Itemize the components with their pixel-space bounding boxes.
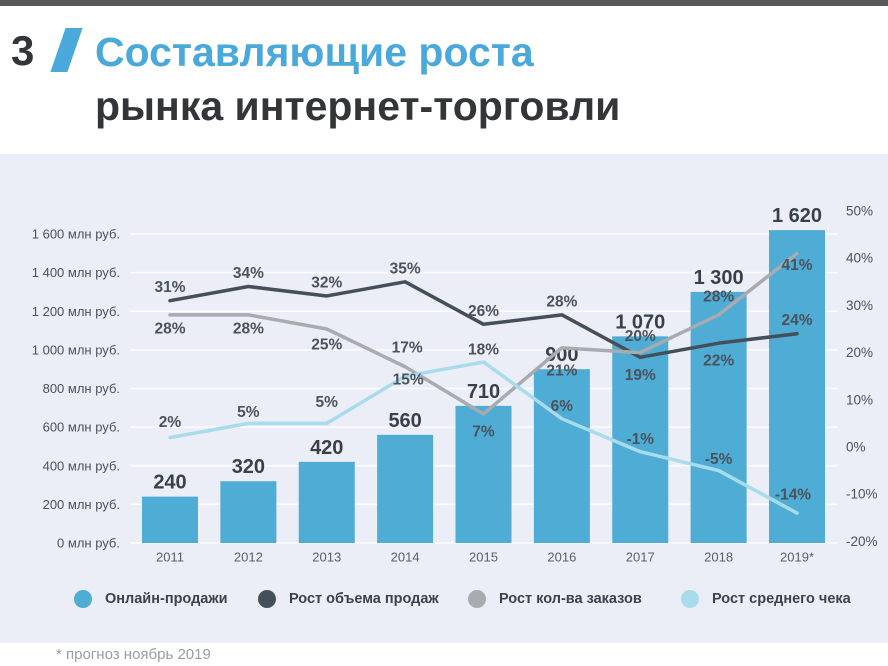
point-label-orders-count-growth: 7% (472, 423, 495, 440)
point-label-avg-check-growth: 5% (316, 394, 339, 411)
y-axis-label: 1 000 млн руб. (32, 342, 120, 357)
slide-number: 3 (11, 27, 35, 74)
point-label-avg-check-growth: -1% (626, 431, 654, 448)
legend-dot-orders-count-growth (468, 589, 486, 608)
line-sales-volume-growth (168, 280, 799, 360)
x-axis-label: 2012 (234, 550, 263, 565)
x-axis-label: 2016 (547, 550, 576, 565)
bar-value-label: 320 (232, 456, 265, 478)
bar-value-label: 1 300 (694, 267, 744, 289)
right-axis-label: 0% (846, 440, 866, 455)
slash-accent-icon (50, 28, 83, 72)
y-axis-label: 800 млн руб. (43, 381, 120, 396)
x-axis-label: 2015 (469, 550, 498, 565)
point-label-avg-check-growth: 6% (551, 398, 574, 415)
point-label-orders-count-growth: 20% (625, 328, 656, 345)
legend-label: Онлайн-продажи (105, 590, 228, 607)
point-label-avg-check-growth: -14% (775, 487, 811, 504)
right-axis-label: 50% (846, 204, 873, 219)
point-label-sales-volume-growth: 34% (233, 265, 264, 282)
point-label-sales-volume-growth: 32% (311, 274, 342, 291)
point-label-orders-count-growth: 28% (703, 288, 734, 305)
bar (769, 230, 825, 543)
chart-legend: Онлайн-продажи Рост объема продаж Рост к… (0, 589, 888, 609)
point-label-orders-count-growth: 41% (781, 257, 812, 274)
x-axis-label: 2017 (626, 550, 655, 565)
bar (612, 336, 669, 543)
point-label-sales-volume-growth: 24% (781, 312, 812, 329)
title-line-1: Составляющие роста (95, 29, 534, 75)
legend-dot-avg-check-growth (681, 589, 699, 608)
y-axis-label: 600 млн руб. (43, 420, 120, 435)
legend-label: Рост кол-ва заказов (499, 590, 642, 607)
legend-label: Рост среднего чека (712, 590, 851, 607)
right-axis-label: 40% (846, 251, 873, 266)
y-axis-label: 1 600 млн руб. (32, 227, 120, 242)
bar-value-label: 240 (153, 472, 186, 494)
bar-value-label: 1 070 (615, 311, 665, 333)
y-axis-label: 1 400 млн руб. (32, 265, 120, 280)
legend-dot-sales-volume-growth (258, 589, 276, 608)
bar-value-label: 710 (467, 381, 500, 403)
point-label-orders-count-growth: 17% (392, 339, 423, 356)
point-label-avg-check-growth: 15% (393, 372, 424, 389)
point-label-avg-check-growth: 18% (468, 342, 499, 359)
y-axis-label: 200 млн руб. (43, 497, 120, 512)
legend-dot-online-sales (74, 589, 92, 608)
right-axis-label: 20% (846, 345, 873, 360)
bar (690, 291, 747, 543)
bar-value-label: 1 620 (772, 205, 822, 227)
bar-value-label: 560 (388, 410, 421, 432)
point-label-sales-volume-growth: 31% (154, 279, 185, 296)
combo-chart: 0 млн руб. 200 млн руб. 400 млн руб. 600 мл… (32, 204, 878, 565)
point-label-sales-volume-growth: 22% (703, 353, 734, 370)
y-axis-label: 1 200 млн руб. (32, 304, 120, 319)
title-line-2: рынка интернет-торговли (95, 83, 621, 129)
legend-item-online-sales: Онлайн-продажи (74, 589, 228, 608)
point-label-avg-check-growth: 2% (159, 414, 182, 431)
point-label-sales-volume-growth: 35% (390, 260, 421, 277)
point-label-orders-count-growth: 28% (154, 320, 185, 337)
x-axis-label: 2013 (312, 550, 341, 565)
bar (220, 481, 277, 543)
legend-item-orders-count-growth: Рост кол-ва заказов (468, 589, 642, 608)
bar (455, 405, 512, 543)
bar (142, 496, 198, 543)
point-label-avg-check-growth: 5% (237, 404, 260, 421)
point-label-orders-count-growth: 28% (233, 320, 264, 337)
bar (533, 369, 590, 543)
bar (377, 434, 434, 543)
y-axis-label: 0 млн руб. (57, 536, 120, 551)
legend-label: Рост объема продаж (289, 590, 439, 607)
chart-panel: 0 млн руб. 200 млн руб. 400 млн руб. 600 мл… (0, 154, 888, 643)
line-orders-count-growth (168, 251, 799, 416)
line-avg-check-growth (168, 360, 799, 515)
right-axis-label: -20% (846, 534, 878, 549)
right-axis-label: -10% (846, 487, 878, 502)
legend-item-avg-check-growth: Рост среднего чека (681, 589, 851, 608)
x-axis-label: 2018 (704, 550, 733, 565)
legend-item-sales-volume-growth: Рост объема продаж (258, 589, 439, 608)
x-axis-label: 2011 (156, 550, 184, 565)
point-label-avg-check-growth: -5% (705, 451, 733, 468)
bar (298, 461, 355, 543)
bar-value-label: 420 (310, 437, 343, 459)
point-label-orders-count-growth: 25% (311, 337, 342, 354)
x-axis-label: 2014 (391, 550, 420, 565)
right-axis-label: 10% (846, 392, 873, 407)
point-label-sales-volume-growth: 19% (625, 367, 656, 384)
y-axis-label: 400 млн руб. (43, 458, 120, 473)
point-label-sales-volume-growth: 26% (468, 303, 499, 320)
point-label-orders-count-growth: 21% (546, 362, 577, 379)
right-axis-label: 30% (846, 298, 873, 313)
point-label-sales-volume-growth: 28% (546, 293, 577, 310)
x-axis-label: 2019* (780, 550, 814, 565)
footnote: * прогноз ноябрь 2019 (56, 646, 211, 663)
top-bar (0, 0, 888, 6)
